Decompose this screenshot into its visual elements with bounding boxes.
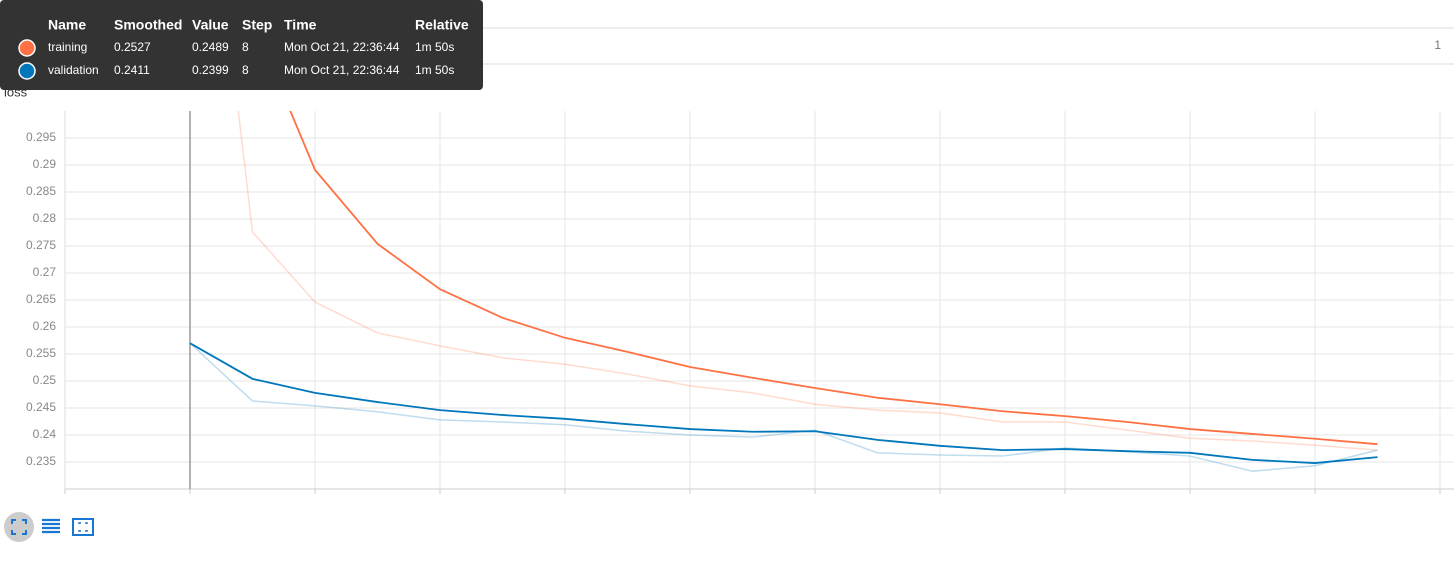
smoothed-line (289, 111, 1378, 446)
data-table-button[interactable] (42, 518, 60, 534)
y-tick-label: 0.26 (33, 319, 57, 333)
y-tick-label: 0.235 (26, 454, 56, 468)
tooltip-header: Value (192, 17, 229, 33)
toolbar (4, 512, 94, 542)
y-tick-label: 0.29 (33, 157, 57, 171)
y-tick-label: 0.25 (33, 373, 57, 387)
fullscreen-icon (11, 519, 27, 535)
fit-domain-button[interactable] (72, 518, 94, 536)
card-badge: 1 (1434, 38, 1441, 52)
raw-line (237, 111, 1378, 451)
tooltip-cell: 1m 50s (415, 63, 454, 77)
tooltip-header: Relative (415, 17, 469, 33)
y-tick-label: 0.24 (33, 427, 57, 441)
y-tick-label: 0.255 (26, 346, 56, 360)
tooltip-header: Time (284, 17, 317, 33)
tooltip-header: Smoothed (114, 17, 182, 33)
raw-line (189, 342, 1378, 472)
tooltip-box (0, 0, 483, 90)
tooltip-cell: training (48, 40, 87, 54)
tooltip-cell: 0.2489 (192, 40, 229, 54)
series-layer (189, 111, 1378, 472)
series-swatch (18, 39, 36, 57)
tooltip-cell: Mon Oct 21, 22:36:44 (284, 40, 400, 54)
y-tick-label: 0.245 (26, 400, 56, 414)
tooltip-cell: 8 (242, 63, 249, 77)
y-tick-label: 0.295 (26, 130, 56, 144)
tooltip-header: Step (242, 17, 272, 33)
tooltip-cell: 0.2411 (114, 63, 150, 77)
y-tick-label: 0.265 (26, 292, 56, 306)
fit-domain-icon (78, 522, 88, 532)
y-tick-label: 0.285 (26, 184, 56, 198)
tooltip: Name Smoothed Value Step Time Relative trainin… (0, 0, 483, 90)
tooltip-cell: 1m 50s (415, 40, 454, 54)
tooltip-header: Name (48, 17, 86, 33)
tooltip-cell: 0.2527 (114, 40, 151, 54)
fullscreen-button[interactable] (4, 512, 34, 542)
series-swatch (18, 62, 36, 80)
tooltip-cell: 8 (242, 40, 249, 54)
y-tick-label: 0.28 (33, 211, 57, 225)
tooltip-cell: validation (48, 63, 99, 77)
tooltip-cell: Mon Oct 21, 22:36:44 (284, 63, 400, 77)
smoothed-line (189, 342, 1378, 464)
tooltip-cell: 0.2399 (192, 63, 229, 77)
y-tick-label: 0.27 (33, 265, 57, 279)
y-tick-label: 0.275 (26, 238, 56, 252)
